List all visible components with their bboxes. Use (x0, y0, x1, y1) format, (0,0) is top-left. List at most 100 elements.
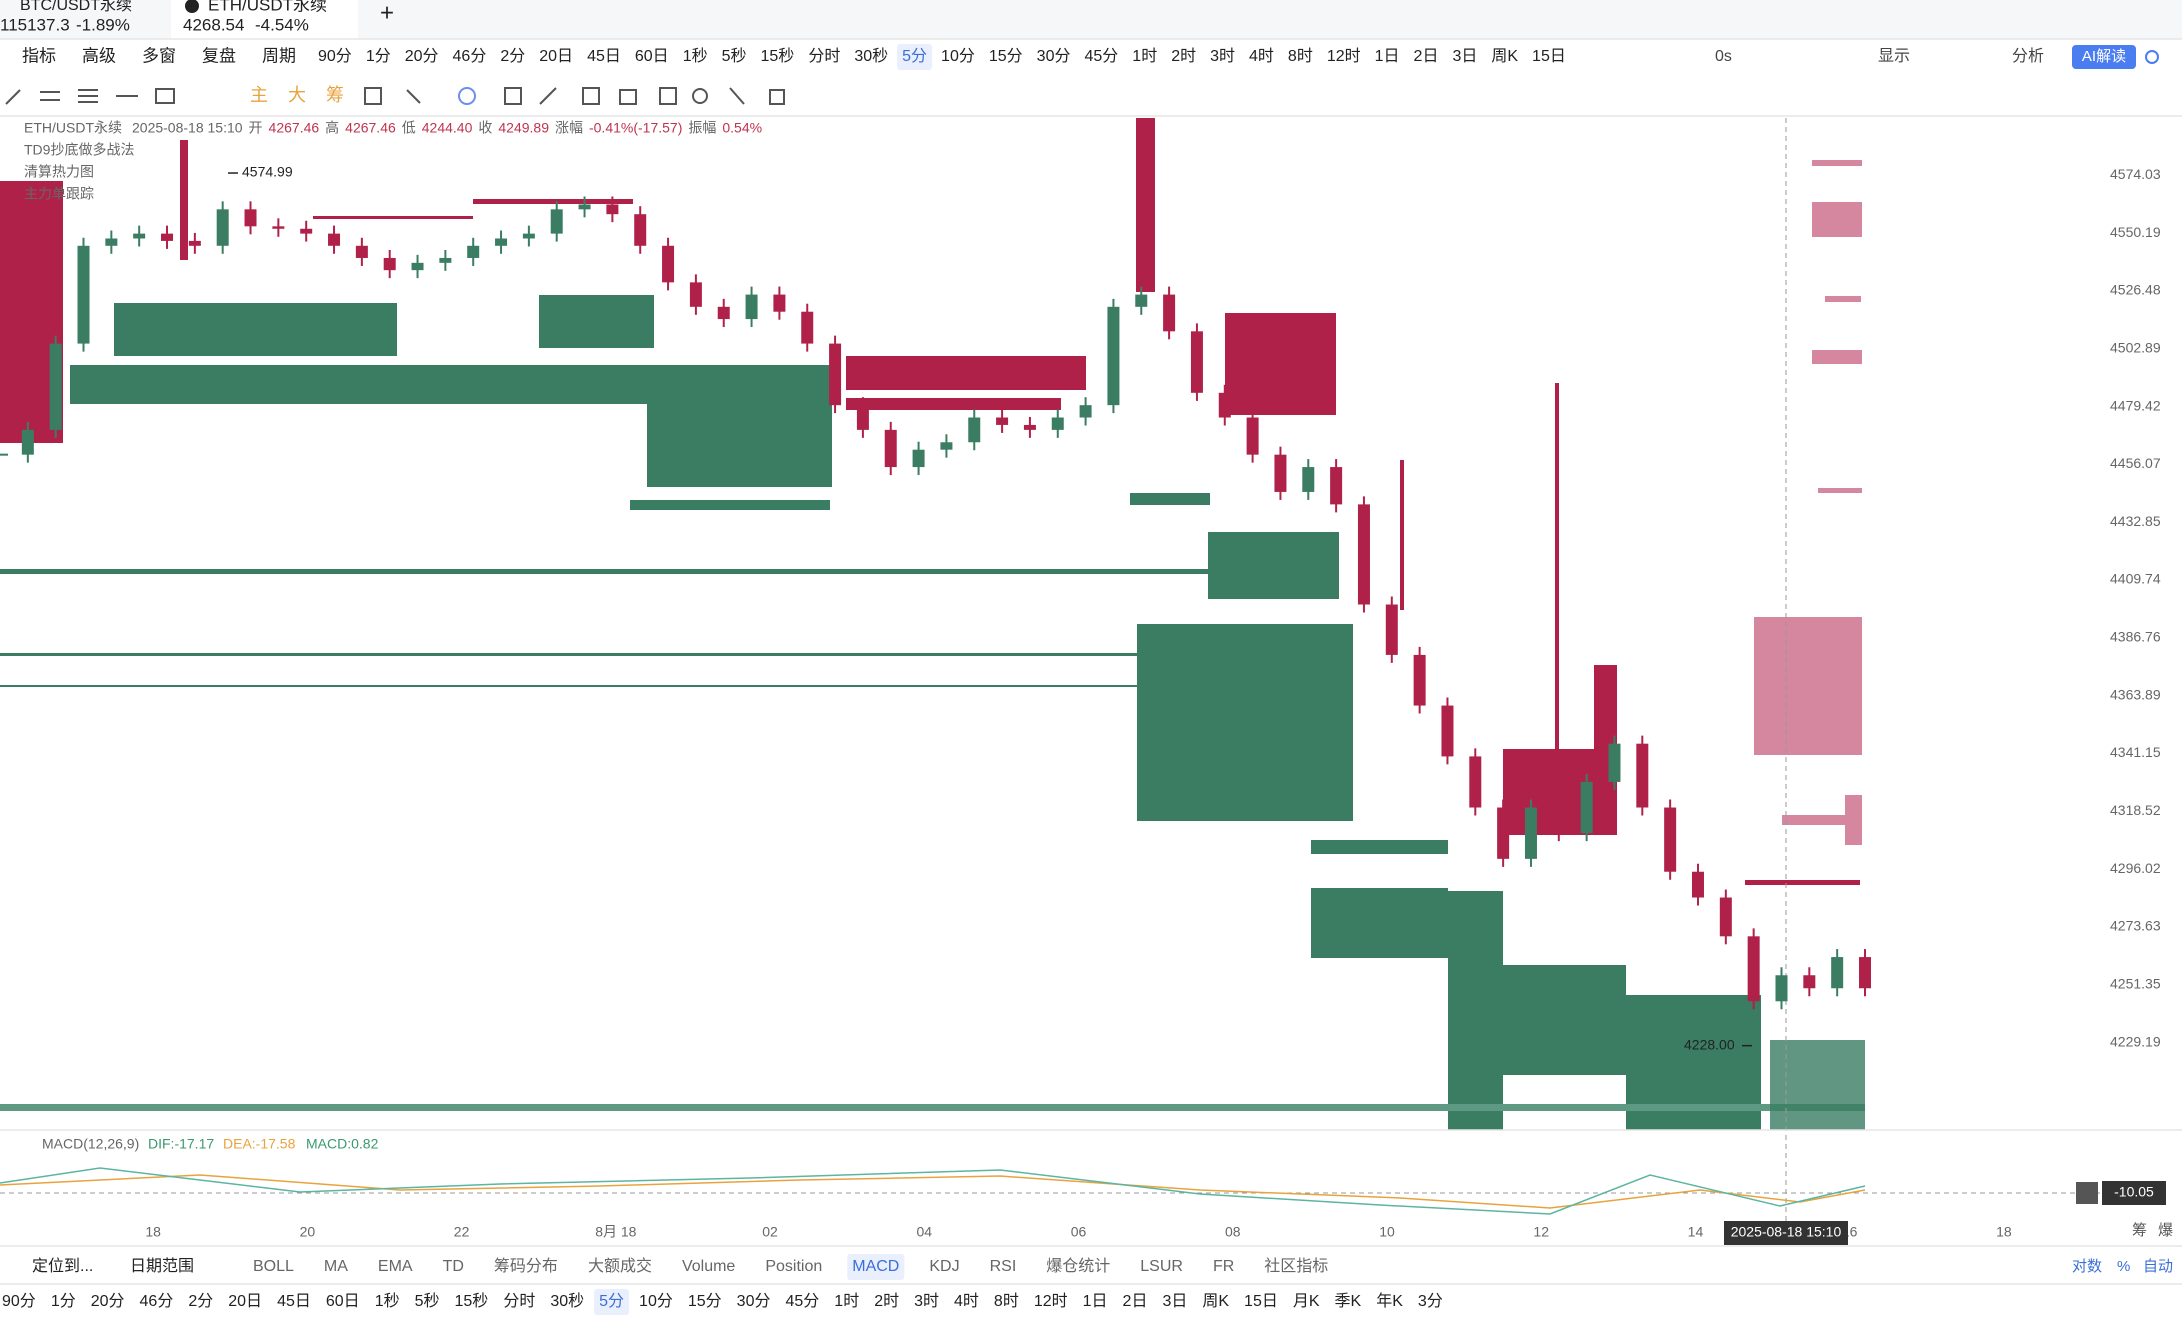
toolbar-item[interactable]: 复盘 (202, 46, 236, 65)
interval[interactable]: 10分 (941, 47, 975, 65)
interval[interactable]: 15分 (989, 47, 1023, 65)
interval[interactable]: 30分 (1037, 47, 1071, 65)
interval[interactable]: 2时 (1171, 47, 1196, 65)
interval[interactable]: 15日 (1244, 1293, 1278, 1310)
bottom-right[interactable]: 自动 (2143, 1258, 2173, 1275)
interval[interactable]: 60日 (635, 48, 669, 65)
indicator-tab[interactable]: 爆仓统计 (1046, 1256, 1110, 1275)
interval[interactable]: 46分 (140, 1292, 174, 1310)
interval[interactable]: 3时 (914, 1292, 939, 1310)
share-icon[interactable] (2145, 50, 2159, 64)
toolbar-right[interactable]: 分析 (2012, 47, 2044, 65)
tool-big[interactable]: 大 (288, 85, 306, 105)
interval[interactable]: 季K (1335, 1292, 1362, 1310)
add-tab[interactable]: + (380, 0, 394, 26)
interval[interactable]: 45日 (587, 48, 621, 65)
interval[interactable]: 1分 (51, 1292, 76, 1310)
indicator-tab[interactable]: 大额成交 (588, 1257, 652, 1275)
interval[interactable]: 2日 (1414, 48, 1439, 65)
interval[interactable]: 3日 (1162, 1293, 1187, 1310)
indicator-tab[interactable]: MACD (852, 1258, 899, 1275)
toolbar-item[interactable]: 指标 (22, 46, 56, 65)
interval[interactable]: 2时 (874, 1292, 899, 1310)
interval[interactable]: 周K (1491, 48, 1518, 65)
interval[interactable]: 12时 (1327, 47, 1361, 65)
active-tab[interactable] (171, 0, 358, 39)
bottom-right[interactable]: 对数 (2072, 1258, 2102, 1275)
indicator-tab[interactable]: BOLL (253, 1258, 294, 1275)
interval[interactable]: 15日 (1532, 48, 1566, 65)
ai-button-label[interactable]: AI解读 (2082, 48, 2126, 65)
interval[interactable]: 1日 (1083, 1293, 1108, 1310)
tool-chip[interactable]: 筹 (326, 85, 344, 105)
interval[interactable]: 45日 (277, 1293, 311, 1310)
toolbar-right[interactable]: 0s (1715, 48, 1732, 65)
interval[interactable]: 8时 (994, 1292, 1019, 1310)
interval[interactable]: 5分 (599, 1292, 624, 1310)
interval[interactable]: 8时 (1288, 47, 1313, 65)
indicator-tab[interactable]: MA (324, 1258, 348, 1275)
interval[interactable]: 90分 (2, 1292, 36, 1310)
interval[interactable]: 1分 (366, 47, 391, 65)
interval[interactable]: 1秒 (683, 47, 708, 65)
interval[interactable]: 2分 (500, 47, 525, 65)
interval[interactable]: 分时 (503, 1292, 535, 1310)
interval[interactable]: 年K (1376, 1292, 1403, 1310)
indicator-tab[interactable]: RSI (990, 1258, 1017, 1275)
bottom-left[interactable]: 日期范围 (130, 1257, 194, 1275)
interval[interactable]: 20日 (228, 1293, 262, 1310)
interval[interactable]: 分时 (808, 47, 840, 65)
indicator-tab[interactable]: 社区指标 (1264, 1257, 1328, 1275)
interval[interactable]: 3日 (1452, 48, 1477, 65)
interval[interactable]: 4时 (1249, 47, 1274, 65)
interval[interactable]: 1时 (1132, 47, 1157, 65)
indicator-tab[interactable]: KDJ (929, 1258, 959, 1275)
interval[interactable]: 3分 (1418, 1292, 1443, 1310)
toolbar-right[interactable]: 显示 (1878, 48, 1910, 65)
interval[interactable]: 周K (1202, 1293, 1229, 1310)
indicator-tab[interactable]: Position (765, 1258, 822, 1275)
axis-corner[interactable]: 筹 (2132, 1222, 2147, 1239)
interval[interactable]: 15秒 (455, 1292, 489, 1310)
tab-symbol[interactable]: ETH/USDT永续 (208, 0, 327, 14)
interval[interactable]: 1日 (1375, 48, 1400, 65)
axis-corner[interactable]: 爆 (2158, 1222, 2173, 1239)
indicator-tab[interactable]: 筹码分布 (494, 1257, 558, 1275)
plus-box[interactable] (2076, 1182, 2098, 1204)
interval[interactable]: 1时 (834, 1292, 859, 1310)
interval[interactable]: 4时 (954, 1292, 979, 1310)
toolbar-item[interactable]: 周期 (262, 46, 296, 65)
interval[interactable]: 1秒 (375, 1292, 400, 1310)
interval[interactable]: 2分 (188, 1292, 213, 1310)
indicator-tab[interactable]: LSUR (1140, 1258, 1183, 1275)
interval[interactable]: 20日 (539, 48, 573, 65)
tab-symbol[interactable]: BTC/USDT永续 (20, 0, 132, 14)
toolbar-item[interactable]: 多窗 (142, 46, 176, 65)
interval[interactable]: 2日 (1123, 1293, 1148, 1310)
interval[interactable]: 45分 (1084, 47, 1118, 65)
interval[interactable]: 46分 (453, 47, 487, 65)
indicator-tab[interactable]: TD (443, 1258, 464, 1275)
interval[interactable]: 月K (1293, 1293, 1320, 1310)
interval[interactable]: 3时 (1210, 47, 1235, 65)
bottom-left[interactable]: 定位到... (32, 1257, 93, 1275)
interval[interactable]: 15秒 (761, 47, 795, 65)
indicator-tab[interactable]: Volume (682, 1258, 735, 1275)
interval[interactable]: 30分 (737, 1292, 771, 1310)
interval[interactable]: 60日 (326, 1293, 360, 1310)
interval[interactable]: 90分 (318, 47, 352, 65)
interval[interactable]: 5分 (902, 47, 927, 65)
interval[interactable]: 5秒 (722, 47, 747, 65)
interval[interactable]: 30秒 (854, 47, 888, 65)
interval[interactable]: 20分 (91, 1292, 125, 1310)
interval[interactable]: 12时 (1034, 1292, 1068, 1310)
indicator-tab[interactable]: EMA (378, 1258, 413, 1275)
interval[interactable]: 30秒 (550, 1292, 584, 1310)
ai-button[interactable] (2072, 45, 2136, 69)
interval[interactable]: 10分 (639, 1292, 673, 1310)
interval[interactable]: 15分 (688, 1292, 722, 1310)
toolbar-item[interactable]: 高级 (82, 46, 116, 65)
bottom-right[interactable]: % (2117, 1258, 2130, 1275)
tool-main[interactable]: 主 (250, 85, 268, 105)
indicator-tab[interactable]: FR (1213, 1258, 1234, 1275)
